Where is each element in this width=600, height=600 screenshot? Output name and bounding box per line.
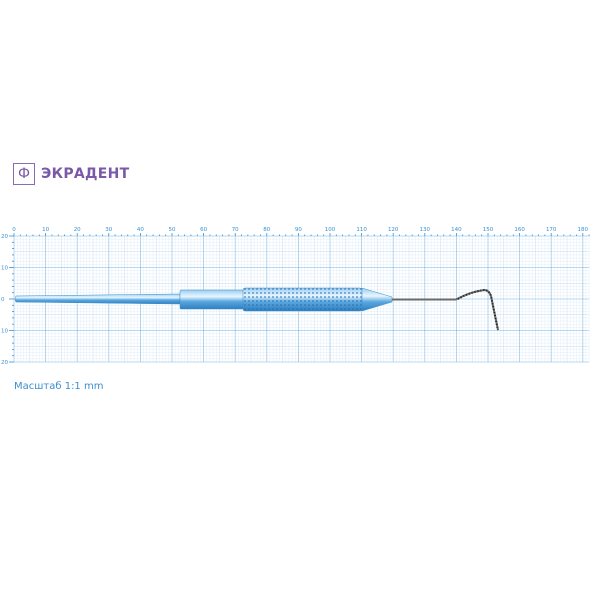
instrument-knurling [243, 288, 362, 311]
x-tick-label: 80 [263, 227, 270, 233]
x-tick-label: 90 [295, 227, 302, 233]
logo-glyph: Ф [17, 166, 31, 182]
x-tick-label: 30 [105, 227, 112, 233]
x-tick-label: 120 [388, 227, 399, 233]
probe-markings [457, 288, 499, 331]
x-tick-label: 50 [169, 227, 176, 233]
x-tick-label: 0 [12, 227, 16, 233]
x-tick-label: 40 [137, 227, 144, 233]
x-tick-label: 180 [578, 227, 589, 233]
brand-logo: Ф ЭКРАДЕНТ [13, 163, 130, 185]
x-tick-label: 160 [514, 227, 525, 233]
instrument-cone [361, 287, 393, 312]
x-tick-label: 10 [42, 227, 49, 233]
x-tick-label: 60 [200, 227, 207, 233]
x-tick-label: 110 [356, 227, 367, 233]
x-tick-label: 20 [74, 227, 81, 233]
x-tick-label: 140 [451, 227, 462, 233]
instrument-shaft [14, 293, 181, 305]
y-tick-label: 0 [1, 297, 5, 303]
x-tick-label: 100 [325, 227, 336, 233]
y-tick-label: 10 [1, 329, 8, 335]
x-tick-label: 170 [546, 227, 557, 233]
logo-icon: Ф [13, 163, 35, 185]
instrument-collar [179, 289, 245, 310]
y-tick-label: 20 [1, 234, 8, 240]
y-tick-label: 20 [1, 360, 8, 366]
scale-label: Масштаб 1:1 mm [14, 381, 104, 392]
x-tick-label: 150 [483, 227, 494, 233]
x-tick-label: 70 [232, 227, 239, 233]
x-tick-label: 130 [420, 227, 431, 233]
y-tick-label: 10 [1, 266, 8, 272]
brand-name: ЭКРАДЕНТ [41, 166, 130, 182]
